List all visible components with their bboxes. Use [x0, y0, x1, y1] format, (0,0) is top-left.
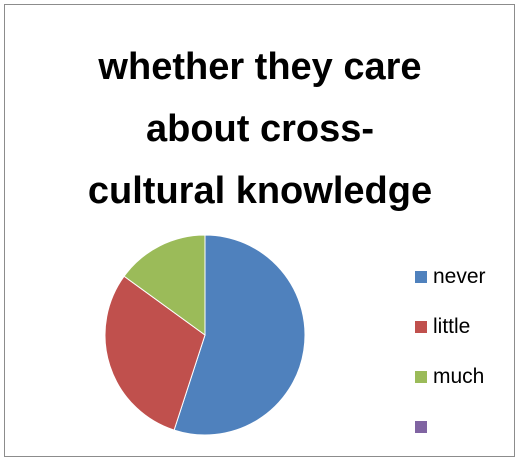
legend-label: little: [433, 315, 471, 338]
legend-swatch: [415, 271, 427, 283]
legend-item: never: [415, 252, 505, 302]
legend-swatch: [415, 421, 427, 433]
pie-slice-never: [173, 234, 306, 436]
chart-title-line: about cross-: [145, 108, 375, 150]
legend-label: never: [433, 265, 486, 288]
legend-swatch: [415, 321, 427, 333]
legend-swatch: [415, 371, 427, 383]
pie-chart: [104, 234, 306, 436]
chart-title-line: cultural knowledge: [87, 170, 433, 212]
pie-slice-much: [123, 234, 206, 336]
legend-item: little: [415, 302, 505, 352]
legend-item: much: [415, 352, 505, 402]
chart-legend: never little much: [415, 252, 505, 452]
chart-title-line: whether they care: [98, 46, 422, 88]
legend-label: much: [433, 365, 485, 388]
chart-title: whether they care about cross-cultural kn…: [40, 36, 480, 222]
pie-slice-little: [104, 275, 206, 431]
legend-item: [415, 402, 505, 452]
